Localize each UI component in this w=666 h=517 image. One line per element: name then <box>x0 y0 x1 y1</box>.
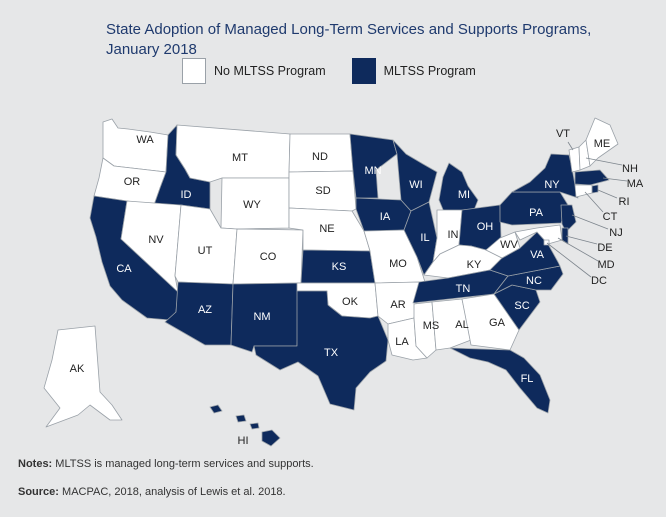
state-label-dc: DC <box>591 275 607 287</box>
leader-line-dc <box>546 242 592 278</box>
state-label-ky: KY <box>467 259 482 271</box>
state-label-wy: WY <box>243 199 261 211</box>
state-label-la: LA <box>395 336 409 348</box>
state-label-ms: MS <box>423 320 440 332</box>
state-label-mt: MT <box>232 152 248 164</box>
state-label-ne: NE <box>319 223 334 235</box>
state-label-me: ME <box>594 138 611 150</box>
legend-label-no-program: No MLTSS Program <box>214 64 326 78</box>
state-label-in: IN <box>448 229 459 241</box>
state-nc <box>493 265 564 295</box>
state-label-wv: WV <box>500 239 518 251</box>
legend-item-no-program: No MLTSS Program <box>182 58 326 84</box>
state-label-va: VA <box>530 249 545 261</box>
state-label-md: MD <box>597 259 614 271</box>
state-ny <box>511 153 579 199</box>
state-ak <box>43 325 123 428</box>
notes-label: Notes: <box>18 458 53 470</box>
state-label-il: IL <box>420 232 429 244</box>
state-sd <box>288 170 357 212</box>
leader-line-nh <box>585 157 623 166</box>
state-label-pa: PA <box>529 207 544 219</box>
state-label-sc: SC <box>514 300 529 312</box>
state-label-ut: UT <box>198 245 213 257</box>
state-label-ri: RI <box>619 196 630 208</box>
state-label-wi: WI <box>409 179 422 191</box>
state-label-ct: CT <box>603 211 618 223</box>
legend: No MLTSS Program MLTSS Program <box>182 58 476 84</box>
leader-line-ri <box>597 189 618 199</box>
state-label-mn: MN <box>364 165 381 177</box>
state-label-ny: NY <box>544 179 560 191</box>
state-label-ca: CA <box>116 263 132 275</box>
state-me <box>585 117 619 167</box>
leader-line-nj <box>571 214 609 230</box>
state-label-oh: OH <box>477 221 494 233</box>
state-label-az: AZ <box>198 304 212 316</box>
state-mi <box>438 162 479 213</box>
state-label-or: OR <box>124 176 141 188</box>
state-label-al: AL <box>455 319 468 331</box>
state-label-ak: AK <box>70 363 85 375</box>
state-label-ks: KS <box>332 261 347 273</box>
state-wv <box>485 231 521 259</box>
state-fl <box>449 347 551 414</box>
state-label-nd: ND <box>312 151 328 163</box>
state-nj <box>560 204 577 233</box>
state-label-ar: AR <box>390 299 405 311</box>
state-ma <box>574 169 610 186</box>
notes-text: MLTSS is managed long-term services and … <box>55 458 314 470</box>
state-ri <box>591 184 599 194</box>
leader-line-ct <box>584 191 604 213</box>
leader-line-md <box>557 237 599 262</box>
state-al <box>431 298 472 351</box>
leader-line-vt <box>567 141 574 151</box>
state-label-tn: TN <box>456 283 471 295</box>
state-label-nh: NH <box>622 163 638 175</box>
state-nv <box>120 200 182 293</box>
state-label-sd: SD <box>315 185 330 197</box>
state-label-mi: MI <box>458 189 470 201</box>
state-label-de: DE <box>597 242 612 254</box>
legend-item-program: MLTSS Program <box>351 58 476 84</box>
source-text: MACPAC, 2018, analysis of Lewis et al. 2… <box>62 486 286 498</box>
state-hi <box>209 404 281 447</box>
source: Source: MACPAC, 2018, analysis of Lewis … <box>18 486 286 498</box>
state-label-ok: OK <box>342 296 359 308</box>
state-label-ga: GA <box>489 317 506 329</box>
state-label-fl: FL <box>521 373 534 385</box>
state-label-nv: NV <box>148 234 164 246</box>
state-label-ia: IA <box>380 211 391 223</box>
state-tx <box>253 290 389 411</box>
state-wy <box>220 177 290 230</box>
state-label-nc: NC <box>526 275 542 287</box>
leader-line-de <box>565 235 598 245</box>
state-label-ma: MA <box>627 178 644 190</box>
state-label-wa: WA <box>136 134 154 146</box>
state-label-nj: NJ <box>609 227 622 239</box>
legend-swatch-no-program <box>182 58 206 84</box>
legend-swatch-program <box>351 58 376 84</box>
legend-label-program: MLTSS Program <box>383 64 476 78</box>
state-label-id: ID <box>181 189 192 201</box>
state-label-co: CO <box>260 251 277 263</box>
notes: Notes: MLTSS is managed long-term servic… <box>18 458 314 470</box>
source-label: Source: <box>18 486 59 498</box>
state-label-nm: NM <box>253 311 270 323</box>
state-label-tx: TX <box>324 347 339 359</box>
leader-line-ma <box>602 177 628 182</box>
state-md <box>514 224 563 245</box>
state-ga <box>461 293 520 351</box>
state-label-hi: HI <box>238 435 249 447</box>
state-label-vt: VT <box>556 128 570 140</box>
map-title: State Adoption of Managed Long-Term Serv… <box>106 21 592 58</box>
state-label-mo: MO <box>389 258 407 270</box>
state-ct <box>574 184 593 198</box>
